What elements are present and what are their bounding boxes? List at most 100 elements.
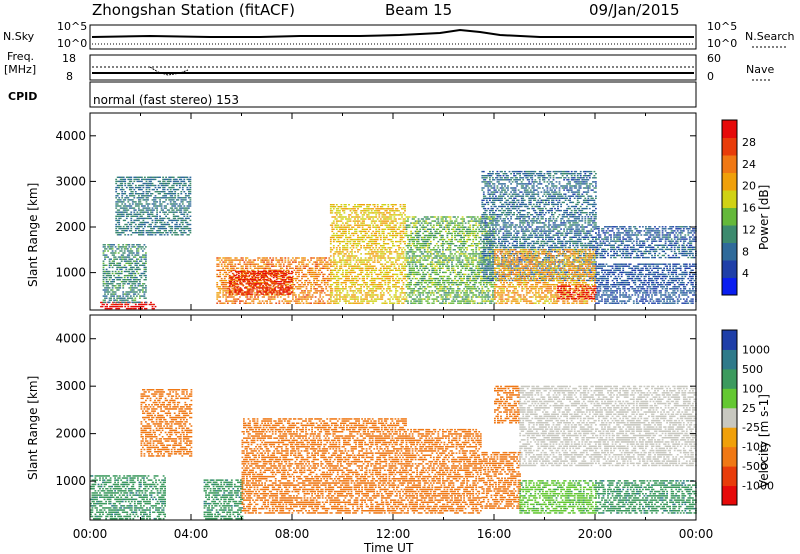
heatmap-cell xyxy=(327,284,329,285)
heatmap-cell xyxy=(156,222,158,223)
heatmap-cell xyxy=(336,276,338,277)
heatmap-cell xyxy=(424,257,426,258)
heatmap-cell xyxy=(264,277,266,278)
heatmap-cell xyxy=(292,298,294,299)
heatmap-cell xyxy=(118,302,120,303)
heatmap-cell xyxy=(419,235,421,236)
heatmap-cell xyxy=(177,189,179,190)
heatmap-cell xyxy=(348,227,350,228)
heatmap-cell xyxy=(389,233,391,234)
heatmap-cell xyxy=(324,284,326,285)
heatmap-cell xyxy=(434,290,436,291)
heatmap-cell xyxy=(262,289,264,290)
heatmap-cell xyxy=(413,241,415,242)
heatmap-cell xyxy=(286,287,288,288)
heatmap-cell xyxy=(419,225,421,226)
heatmap-cell xyxy=(336,233,338,234)
heatmap-cell xyxy=(403,255,405,256)
heatmap-cell xyxy=(387,284,389,285)
heatmap-cell xyxy=(190,212,192,213)
heatmap-cell xyxy=(307,296,309,297)
heatmap-cell xyxy=(112,250,114,251)
heatmap-cell xyxy=(362,239,364,240)
heatmap-cell xyxy=(137,212,139,213)
heatmap-cell xyxy=(433,292,435,293)
heatmap-cell xyxy=(227,268,229,269)
heatmap-cell xyxy=(256,268,258,269)
heatmap-cell xyxy=(218,294,220,295)
heatmap-cell xyxy=(419,259,421,260)
heatmap-cell xyxy=(182,187,184,188)
heatmap-cell xyxy=(236,277,238,278)
heatmap-cell xyxy=(434,280,436,281)
heatmap-cell xyxy=(233,296,235,297)
heatmap-cell xyxy=(115,197,117,198)
heatmap-cell xyxy=(264,281,266,282)
heatmap-cell xyxy=(112,289,114,290)
heatmap-cell xyxy=(407,218,409,219)
heatmap-cell xyxy=(155,185,157,186)
heatmap-cell xyxy=(366,264,368,265)
heatmap-cell xyxy=(363,261,365,262)
heatmap-cell xyxy=(407,274,409,275)
heatmap-cell xyxy=(109,261,111,262)
heatmap-cell xyxy=(153,228,155,229)
heatmap-cell xyxy=(285,271,287,272)
heatmap-cell xyxy=(336,235,338,236)
heatmap-cell xyxy=(430,222,432,223)
heatmap-cell xyxy=(130,230,132,231)
heatmap-cell xyxy=(103,279,105,280)
heatmap-cell xyxy=(397,222,399,223)
heatmap-cell xyxy=(404,218,406,219)
heatmap-cell xyxy=(331,227,333,228)
heatmap-cell xyxy=(366,276,368,277)
heatmap-cell xyxy=(288,270,290,271)
heatmap-cell xyxy=(303,264,305,265)
heatmap-cell xyxy=(221,278,223,279)
heatmap-cell xyxy=(316,264,318,265)
heatmap-cell xyxy=(121,248,123,249)
heatmap-cell xyxy=(418,284,420,285)
heatmap-cell xyxy=(360,257,362,258)
heatmap-cell xyxy=(398,245,400,246)
heatmap-cell xyxy=(145,246,147,247)
heatmap-cell xyxy=(127,228,129,229)
heatmap-cell xyxy=(360,286,362,287)
heatmap-cell xyxy=(386,237,388,238)
heatmap-cell xyxy=(336,208,338,209)
heatmap-cell xyxy=(177,193,179,194)
heatmap-cell xyxy=(136,281,138,282)
heatmap-cell xyxy=(412,278,414,279)
heatmap-cell xyxy=(366,303,368,304)
heatmap-cell xyxy=(298,264,300,265)
heatmap-cell xyxy=(313,257,315,258)
heatmap-cell xyxy=(395,237,397,238)
heatmap-cell xyxy=(229,293,231,294)
heatmap-cell xyxy=(347,300,349,301)
heatmap-cell xyxy=(372,296,374,297)
heatmap-cell xyxy=(437,264,439,265)
heatmap-cell xyxy=(377,227,379,228)
heatmap-cell xyxy=(387,247,389,248)
heatmap-cell xyxy=(110,298,112,299)
heatmap-cell xyxy=(135,306,137,307)
heatmap-cell xyxy=(375,229,377,230)
heatmap-cell xyxy=(141,277,143,278)
heatmap-cell xyxy=(247,268,249,269)
heatmap-cell xyxy=(115,273,117,274)
heatmap-cell xyxy=(421,251,423,252)
heatmap-cell xyxy=(141,302,143,303)
heatmap-cell xyxy=(331,272,333,273)
heatmap-cell xyxy=(124,212,126,213)
heatmap-cell xyxy=(418,222,420,223)
heatmap-cell xyxy=(136,271,138,272)
heatmap-cell xyxy=(430,237,432,238)
heatmap-cell xyxy=(113,302,115,303)
heatmap-cell xyxy=(310,290,312,291)
heatmap-cell xyxy=(109,273,111,274)
heatmap-cell xyxy=(307,264,309,265)
heatmap-cell xyxy=(180,212,182,213)
heatmap-cell xyxy=(348,294,350,295)
heatmap-cell xyxy=(106,254,108,255)
heatmap-cell xyxy=(295,280,297,281)
